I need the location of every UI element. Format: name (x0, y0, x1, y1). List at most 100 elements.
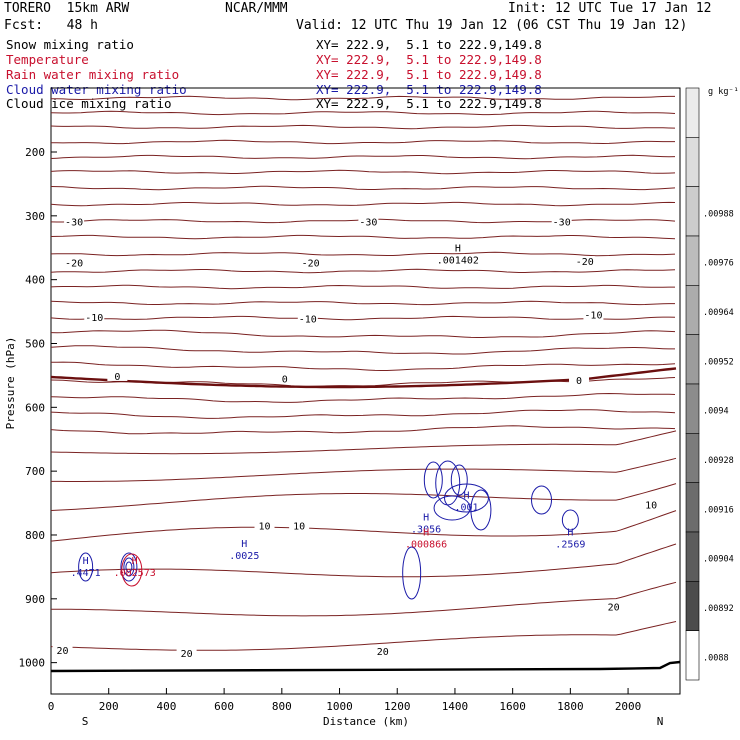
isotherm (50, 110, 676, 116)
y-tick-label-900: 900 (25, 593, 45, 606)
isotherm (50, 425, 676, 435)
isotherm-lower (50, 430, 677, 455)
extremum-value: .4471 (71, 568, 101, 579)
x-tick-label-200: 200 (99, 700, 119, 713)
label-bg (274, 373, 295, 384)
colorbar-cell (685, 383, 700, 434)
isotherm-lower (51, 457, 677, 482)
y-tick-label-300: 300 (25, 210, 45, 223)
isotherm (50, 201, 676, 207)
terrain-surface (50, 660, 681, 673)
forecast-hour: Fcst: 48 h (4, 18, 98, 33)
y-axis-label: Pressure (hPa) (4, 337, 17, 430)
mixing-ratio-contour (120, 552, 138, 582)
temperature-label: 10 (293, 521, 305, 532)
label-bg (574, 256, 595, 267)
extremum-h: H (423, 527, 429, 538)
legend-cloud-ice-xy: XY= 222.9, 5.1 to 222.9,149.8 (316, 96, 542, 111)
isotherm (50, 392, 676, 403)
label-bg (52, 644, 73, 655)
temperature-label: 0 (576, 376, 582, 387)
y-tick-label-500: 500 (25, 337, 45, 350)
mixing-ratio-contour (561, 509, 579, 531)
valid-time: Valid: 12 UTC Thu 19 Jan 12 (06 CST Thu … (296, 18, 688, 33)
colorbar-cell (685, 433, 700, 483)
colorbar-cell (685, 334, 700, 385)
x-end-right: N (657, 715, 664, 728)
y-tick-label-400: 400 (25, 274, 45, 287)
extremum-h: H (567, 527, 573, 538)
mixing-ratio-contour (450, 464, 468, 496)
legend-rain: Rain water mixing ratio (6, 67, 180, 82)
legend-snow: Snow mixing ratio (6, 37, 134, 52)
isotherm (50, 154, 676, 160)
org-label: NCAR/MMM (225, 1, 288, 16)
isotherm (50, 300, 675, 306)
isotherm (50, 284, 675, 290)
mixing-ratio-contour (123, 557, 135, 577)
temperature-label: 20 (377, 647, 389, 658)
legend-temperature-xy: XY= 222.9, 5.1 to 222.9,149.8 (316, 52, 542, 67)
extremum-value: .3056 (411, 525, 441, 536)
temperature-label: -10 (584, 311, 602, 322)
temperature-label: -30 (65, 217, 83, 228)
extremum-h: H (423, 513, 429, 524)
isotherm (50, 185, 676, 191)
isotherm-lower (50, 510, 677, 542)
isotherm (50, 361, 676, 371)
x-end-left: S (82, 715, 89, 728)
isotherm (50, 268, 676, 274)
extremum-value: .002573 (114, 568, 156, 579)
colorbar-unit: g kg⁻¹ (708, 87, 739, 97)
isotherm-lower (50, 543, 677, 578)
mixing-ratio-contour (435, 460, 461, 506)
colorbar-label: .00916 (703, 505, 734, 515)
mixing-ratio-contour (423, 461, 443, 499)
colorbar-cell (685, 137, 700, 187)
temperature-label: -30 (359, 217, 377, 228)
colorbar-label: .00952 (703, 357, 734, 367)
colorbar-cell (685, 482, 700, 533)
label-bg (289, 520, 310, 531)
label-bg (64, 257, 85, 268)
x-tick-label-1400: 1400 (442, 700, 469, 713)
label-bg (583, 309, 604, 320)
temperature-label: -10 (85, 313, 103, 324)
temperature-label: 0 (114, 372, 120, 383)
label-bg (372, 646, 393, 657)
label-bg (176, 647, 197, 658)
temperature-label: -30 (553, 217, 571, 228)
isotherm (50, 139, 675, 145)
temperature-label: 20 (57, 646, 69, 657)
label-bg (358, 216, 379, 227)
x-tick-label-0: 0 (48, 700, 55, 713)
temperature-label: -10 (299, 315, 317, 326)
isotherm-lower (50, 621, 677, 651)
isotherm (50, 251, 676, 257)
y-tick-label-800: 800 (25, 529, 45, 542)
legend-temperature: Temperature (6, 52, 89, 67)
mixing-ratio-contours (78, 460, 579, 600)
colorbar-label: .00976 (703, 259, 734, 269)
colorbar-label: .00964 (703, 308, 734, 318)
label-bg (107, 370, 128, 381)
mixing-ratio-contour (470, 489, 492, 531)
legend-snow-xy: XY= 222.9, 5.1 to 222.9,149.8 (316, 37, 542, 52)
temperature-label: -20 (302, 258, 320, 269)
isotherm (50, 409, 676, 419)
x-tick-label-1600: 1600 (499, 700, 526, 713)
isotherm-lower (51, 581, 677, 617)
mixing-ratio-contour (125, 561, 133, 573)
legend-cloud-water-xy: XY= 222.9, 5.1 to 222.9,149.8 (316, 82, 542, 97)
mixing-ratio-contour (402, 546, 422, 600)
colorbar: .0088 .00892 .00904 .00916 .00928 .0094 .00952… (685, 87, 734, 681)
colorbar-cell (685, 630, 700, 681)
colorbar-cell (685, 186, 700, 237)
extremum-h: H (83, 556, 89, 567)
extremum-value: .001 (454, 502, 478, 513)
isotherm (50, 124, 676, 130)
legend-cloud-ice: Cloud ice mixing ratio (6, 96, 172, 111)
label-bg (297, 313, 318, 324)
temperature-label: 0 (282, 375, 288, 386)
